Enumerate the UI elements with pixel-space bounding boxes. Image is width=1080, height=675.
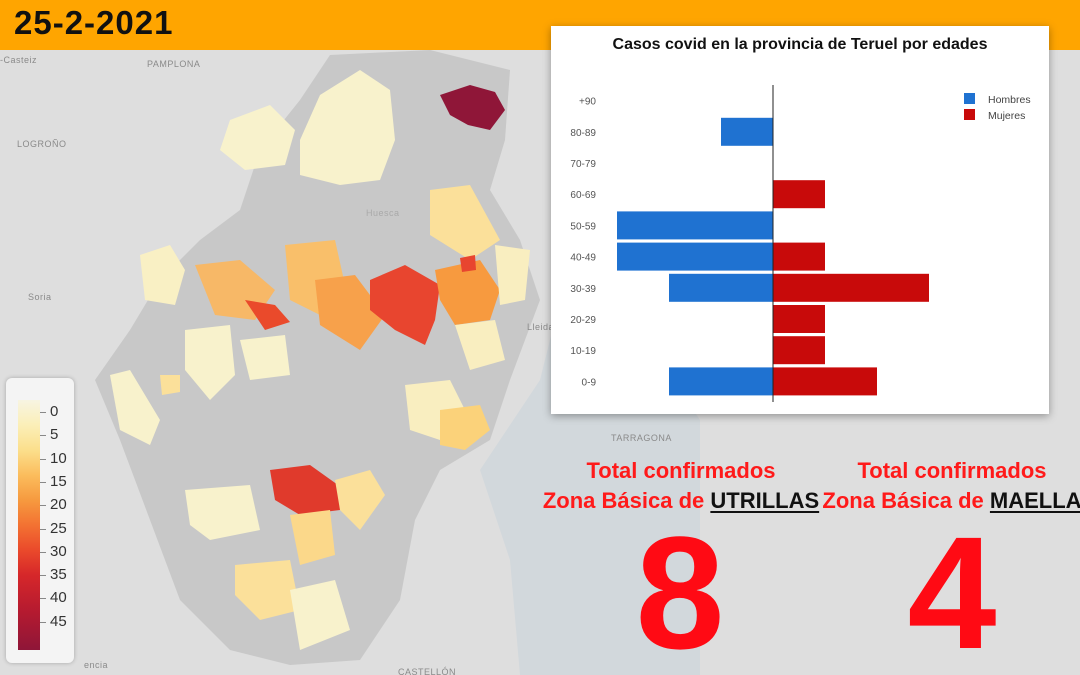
zone-line: Zona Básica de UTRILLAS (541, 486, 821, 516)
zone-south-1 (335, 470, 385, 530)
zone-south-5 (290, 580, 350, 650)
category-label: +90 (579, 97, 596, 108)
zone-center-2 (245, 300, 290, 330)
category-label: 30-39 (570, 284, 596, 295)
map-label-castellon: CASTELLÓN (398, 667, 457, 675)
category-label: 50-59 (570, 221, 596, 232)
zone-name: MAELLA (989, 488, 1080, 513)
bar-hombres (617, 211, 773, 240)
total-heading: Total confirmados (857, 458, 1047, 483)
map-label-tarragona: TARRAGONA (611, 433, 672, 443)
zone-prefix: Zona Básica de (542, 488, 711, 513)
zone-center-9 (455, 320, 505, 370)
zone-line: Zona Básica de MAELLA (812, 486, 1080, 516)
map-label-lleida: Lleida (527, 322, 555, 332)
legend-tick (40, 621, 46, 623)
chart-title: Casos covid en la provincia de Teruel po… (613, 36, 988, 53)
date-label: 25-2-2021 (14, 4, 174, 41)
legend-label: 35 (50, 566, 67, 584)
zone-north-1 (300, 70, 395, 185)
legend-tick (40, 412, 46, 413)
zone-center-5 (370, 265, 440, 345)
legend-label: 0 (50, 403, 59, 420)
legend-label-hombres: Hombres (988, 94, 1031, 106)
bar-hombres (669, 367, 773, 396)
zone-center-4 (315, 275, 385, 350)
legend-label-mujeres: Mujeres (988, 110, 1025, 122)
legend-tick (40, 528, 46, 530)
zone-south-4 (235, 560, 300, 620)
bar-hombres (669, 273, 773, 302)
legend-label: 10 (50, 449, 67, 467)
map-label-soria: Soria (28, 292, 52, 302)
bar-mujeres (773, 273, 929, 302)
bar-mujeres (773, 305, 825, 333)
bar-hombres (617, 242, 773, 271)
zone-west-4 (110, 370, 160, 445)
legend-label: 40 (50, 589, 67, 607)
bar-mujeres (773, 336, 825, 365)
total-heading: Total confirmados (586, 458, 776, 483)
total-value-utrillas: 8 (635, 503, 725, 675)
legend-tick (40, 551, 46, 553)
zone-west-2 (185, 325, 235, 400)
legend-swatch-hombres (964, 93, 975, 104)
bar-mujeres (773, 180, 825, 209)
legend-label: 20 (50, 496, 67, 514)
category-label: 40-49 (570, 253, 596, 264)
category-label: 10-19 (570, 346, 596, 357)
total-value-maella: 4 (907, 503, 997, 675)
zone-west-1 (140, 245, 185, 305)
legend-label: 15 (50, 472, 67, 490)
total-block-utrillas: Total confirmados Zona Básica de UTRILLA… (541, 456, 821, 516)
zone-center-6 (435, 260, 500, 325)
zone-west-3 (240, 335, 290, 380)
zone-utrillas (270, 465, 345, 515)
legend-tick (40, 481, 46, 483)
legend-tick (40, 575, 46, 577)
legend-swatch-mujeres (964, 109, 975, 120)
zone-south-3 (185, 485, 260, 540)
legend-gradient (18, 400, 40, 650)
total-block-maella: Total confirmados Zona Básica de MAELLA (812, 456, 1080, 516)
zone-name: UTRILLAS (710, 488, 820, 513)
zone-northeast (440, 85, 505, 130)
zone-east-1 (495, 245, 530, 305)
zone-center-8 (460, 255, 476, 272)
bar-hombres (721, 117, 773, 146)
legend-label: 30 (50, 542, 67, 560)
map-label-logrono: LOGROÑO (17, 139, 67, 149)
zone-south-2 (290, 510, 335, 565)
category-label: 80-89 (570, 128, 596, 139)
age-chart-panel: Casos covid en la provincia de Teruel po… (551, 26, 1049, 414)
health-zones (110, 70, 530, 650)
color-legend: 0 5 10 15 20 25 30 35 40 45 (6, 378, 74, 663)
legend-tick (40, 458, 46, 460)
legend-label: 5 (50, 426, 59, 444)
zone-north-2 (220, 105, 295, 170)
map-label-casteiz: -Casteiz (0, 55, 38, 65)
legend-tick (40, 505, 46, 507)
category-label: 0-9 (582, 377, 597, 388)
bar-mujeres (773, 242, 825, 271)
zone-prefix: Zona Básica de (822, 488, 990, 513)
age-pyramid-chart: Casos covid en la provincia de Teruel po… (570, 36, 1031, 402)
zone-center-7 (430, 185, 500, 260)
map-label-huesca: Huesca (366, 208, 400, 218)
legend-label: 45 (50, 612, 67, 630)
category-label: 70-79 (570, 159, 596, 170)
legend-tick (40, 435, 46, 437)
map-label-encia: encia (84, 660, 109, 670)
legend-tick (40, 598, 46, 600)
category-label: 60-69 (570, 190, 596, 201)
map-label-pamplona: PAMPLONA (147, 59, 201, 69)
bar-mujeres (773, 367, 877, 396)
zone-west-5 (160, 375, 180, 395)
legend-label: 25 (50, 519, 67, 537)
zone-east-3 (440, 405, 490, 450)
category-label: 20-29 (570, 315, 596, 326)
